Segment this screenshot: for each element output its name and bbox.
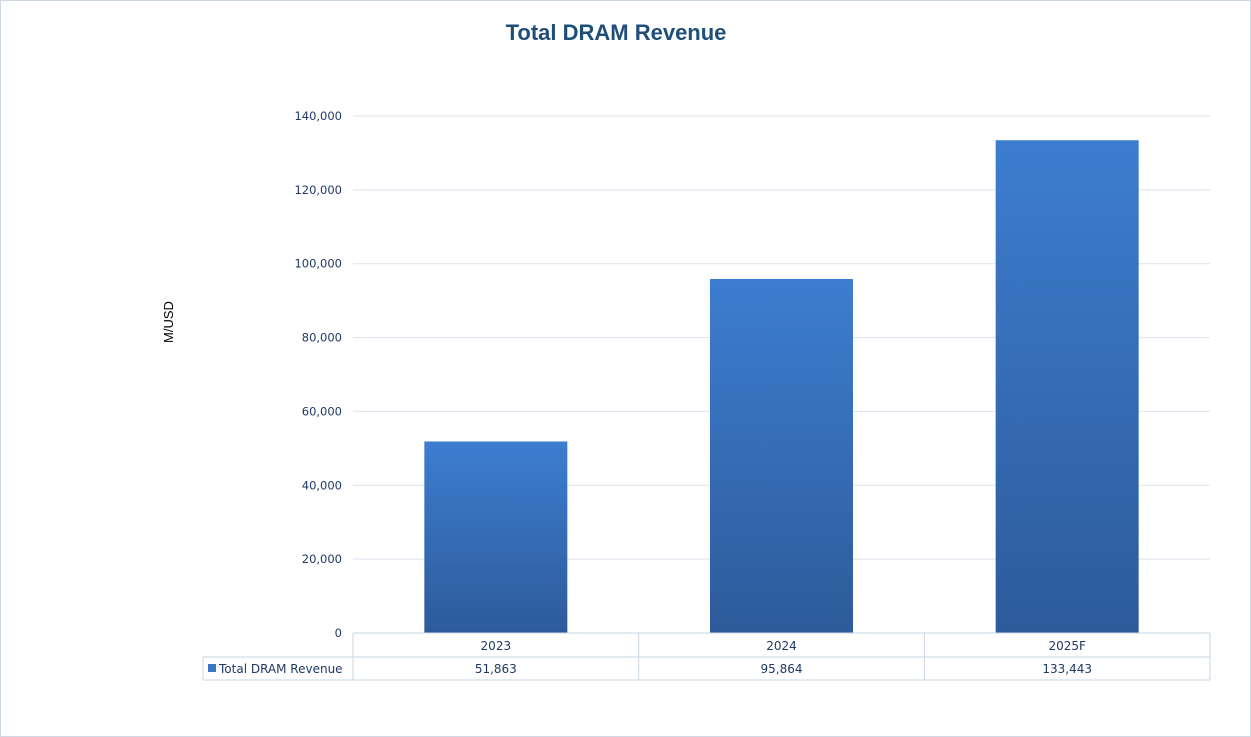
y-tick-label: 60,000 bbox=[302, 404, 342, 418]
x-category-label: 2023 bbox=[481, 639, 512, 653]
data-table-value: 51,863 bbox=[475, 662, 517, 676]
y-tick-label: 40,000 bbox=[302, 478, 342, 492]
legend-marker bbox=[208, 664, 216, 672]
x-category-label: 2024 bbox=[766, 639, 797, 653]
y-tick-label: 0 bbox=[335, 626, 342, 640]
y-axis-label: M/USD bbox=[161, 301, 176, 343]
bar-2023 bbox=[424, 441, 568, 633]
x-category-label: 2025F bbox=[1048, 639, 1086, 653]
y-tick-label: 80,000 bbox=[302, 331, 342, 345]
data-table-value: 95,864 bbox=[761, 662, 803, 676]
y-tick-label: 140,000 bbox=[294, 109, 342, 123]
chart-title: Total DRAM Revenue bbox=[506, 20, 727, 45]
legend-series-name: Total DRAM Revenue bbox=[218, 662, 343, 676]
y-axis-ticks: 0 20,000 40,000 60,000 80,000 100,000 120,000 1… bbox=[294, 109, 342, 640]
data-table: 2023 51,863 2024 95,864 2025F 133,443 Total DR… bbox=[202, 632, 1211, 681]
data-table-value: 133,443 bbox=[1042, 662, 1092, 676]
bar-2025F bbox=[995, 140, 1139, 634]
bar-2024 bbox=[710, 278, 853, 633]
bars bbox=[424, 140, 1139, 634]
y-tick-label: 100,000 bbox=[294, 257, 342, 271]
y-tick-label: 20,000 bbox=[302, 552, 342, 566]
y-tick-label: 120,000 bbox=[294, 183, 342, 197]
